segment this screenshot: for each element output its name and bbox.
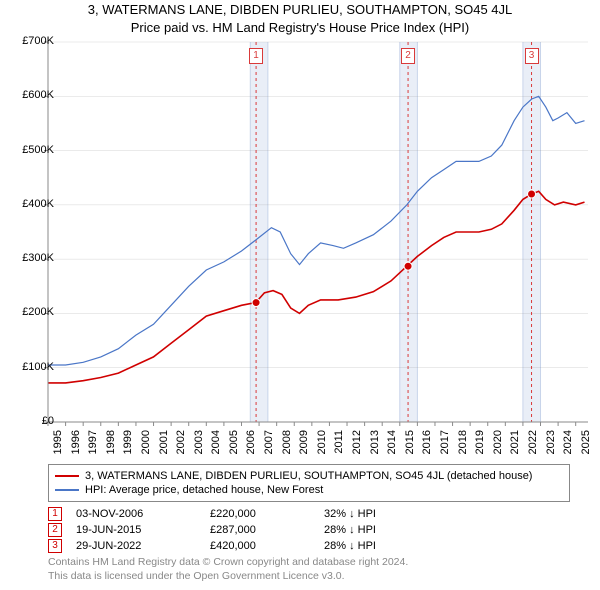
x-tick-label: 2000 — [140, 430, 152, 460]
sales-date-3: 29-JUN-2022 — [76, 540, 196, 552]
legend-item-hpi: HPI: Average price, detached house, New … — [55, 483, 563, 497]
x-tick-label: 1996 — [70, 430, 82, 460]
sales-table: 1 03-NOV-2006 £220,000 32% ↓ HPI 2 19-JU… — [48, 506, 556, 554]
sales-delta-2: 28% ↓ HPI — [324, 524, 444, 536]
x-tick-label: 2010 — [316, 430, 328, 460]
x-tick-label: 2011 — [333, 430, 345, 460]
y-tick-label: £700K — [4, 35, 54, 47]
y-tick-label: £300K — [4, 252, 54, 264]
x-tick-label: 2003 — [193, 430, 205, 460]
sales-price-3: £420,000 — [210, 540, 310, 552]
x-tick-label: 1998 — [105, 430, 117, 460]
footer-line-2: This data is licensed under the Open Gov… — [48, 570, 556, 584]
footer-line-1: Contains HM Land Registry data © Crown c… — [48, 556, 556, 570]
sale-top-marker: 2 — [401, 48, 415, 64]
title-subtitle: Price paid vs. HM Land Registry's House … — [0, 20, 600, 35]
x-tick-label: 2002 — [175, 430, 187, 460]
x-tick-label: 2007 — [263, 430, 275, 460]
footer: Contains HM Land Registry data © Crown c… — [48, 556, 556, 583]
legend-swatch-property — [55, 475, 79, 477]
y-tick-label: £100K — [4, 361, 54, 373]
x-tick-label: 1995 — [52, 430, 64, 460]
y-tick-label: £400K — [4, 198, 54, 210]
x-tick-label: 2009 — [298, 430, 310, 460]
legend: 3, WATERMANS LANE, DIBDEN PURLIEU, SOUTH… — [48, 464, 570, 502]
sales-date-2: 19-JUN-2015 — [76, 524, 196, 536]
x-tick-label: 2019 — [474, 430, 486, 460]
legend-item-property: 3, WATERMANS LANE, DIBDEN PURLIEU, SOUTH… — [55, 469, 563, 483]
x-tick-label: 2015 — [404, 430, 416, 460]
sales-delta-3: 28% ↓ HPI — [324, 540, 444, 552]
x-tick-label: 2021 — [509, 430, 521, 460]
sale-top-marker: 3 — [525, 48, 539, 64]
x-tick-label: 1999 — [122, 430, 134, 460]
legend-label-property: 3, WATERMANS LANE, DIBDEN PURLIEU, SOUTH… — [85, 470, 532, 482]
x-tick-label: 2004 — [210, 430, 222, 460]
sales-row-3: 3 29-JUN-2022 £420,000 28% ↓ HPI — [48, 538, 556, 554]
sales-date-1: 03-NOV-2006 — [76, 508, 196, 520]
chart-plot-area — [48, 42, 588, 422]
y-tick-label: £600K — [4, 89, 54, 101]
x-tick-label: 2001 — [158, 430, 170, 460]
x-tick-label: 2024 — [562, 430, 574, 460]
sales-price-1: £220,000 — [210, 508, 310, 520]
legend-label-hpi: HPI: Average price, detached house, New … — [85, 484, 323, 496]
sale-top-marker: 1 — [249, 48, 263, 64]
x-tick-label: 2025 — [580, 430, 592, 460]
x-tick-label: 2014 — [386, 430, 398, 460]
sales-marker-3: 3 — [48, 539, 62, 553]
x-tick-label: 2018 — [457, 430, 469, 460]
x-tick-label: 2006 — [245, 430, 257, 460]
x-tick-label: 2020 — [492, 430, 504, 460]
legend-swatch-hpi — [55, 489, 79, 491]
x-tick-label: 2017 — [439, 430, 451, 460]
x-tick-label: 2005 — [228, 430, 240, 460]
sales-marker-1: 1 — [48, 507, 62, 521]
x-tick-label: 2013 — [369, 430, 381, 460]
sales-price-2: £287,000 — [210, 524, 310, 536]
sales-delta-1: 32% ↓ HPI — [324, 508, 444, 520]
x-tick-label: 1997 — [87, 430, 99, 460]
sales-marker-2: 2 — [48, 523, 62, 537]
y-tick-label: £0 — [4, 415, 54, 427]
sales-row-2: 2 19-JUN-2015 £287,000 28% ↓ HPI — [48, 522, 556, 538]
y-tick-label: £500K — [4, 144, 54, 156]
sales-row-1: 1 03-NOV-2006 £220,000 32% ↓ HPI — [48, 506, 556, 522]
x-tick-label: 2022 — [527, 430, 539, 460]
title-address: 3, WATERMANS LANE, DIBDEN PURLIEU, SOUTH… — [0, 2, 600, 17]
x-tick-label: 2023 — [545, 430, 557, 460]
chart-container: 3, WATERMANS LANE, DIBDEN PURLIEU, SOUTH… — [0, 0, 600, 590]
x-tick-label: 2016 — [421, 430, 433, 460]
x-tick-label: 2012 — [351, 430, 363, 460]
y-tick-label: £200K — [4, 306, 54, 318]
x-tick-label: 2008 — [281, 430, 293, 460]
chart-svg — [48, 42, 588, 422]
